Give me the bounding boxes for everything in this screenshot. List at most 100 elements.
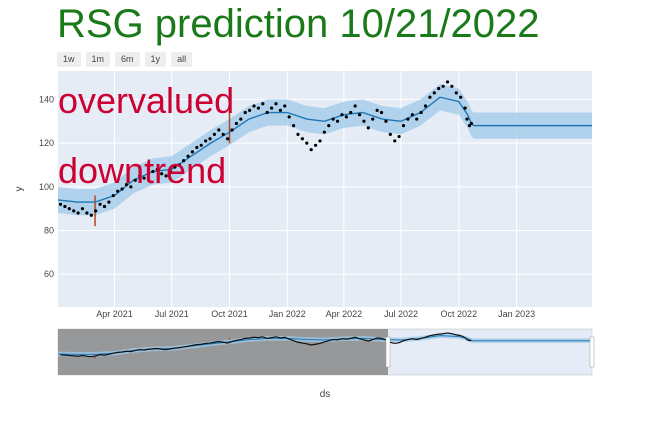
observed-point: [186, 154, 190, 158]
x-axis-label: ds: [320, 389, 331, 400]
observed-point: [467, 124, 472, 128]
observed-point: [85, 211, 89, 215]
observed-point: [410, 113, 414, 117]
observed-point: [450, 84, 454, 88]
observed-point: [173, 165, 177, 169]
observed-point: [419, 110, 423, 115]
observed-point: [274, 102, 278, 106]
observed-point: [63, 204, 67, 209]
x-tick-label: Jul 2022: [384, 309, 418, 319]
observed-point: [195, 145, 199, 150]
range-slider-right-handle[interactable]: [589, 336, 595, 368]
observed-point: [177, 163, 181, 167]
range-button-6m[interactable]: 6m: [115, 52, 140, 67]
observed-point: [261, 102, 265, 106]
observed-point: [437, 86, 441, 91]
y-tick-labels: 60 80 100 120 140: [39, 94, 54, 279]
observed-point: [204, 139, 208, 143]
x-tick-label: Oct 2022: [441, 309, 478, 319]
range-slider-left-handle[interactable]: [385, 336, 391, 368]
observed-point: [349, 110, 353, 115]
observed-point: [454, 91, 458, 95]
observed-points: [58, 80, 473, 217]
plot-background: [58, 71, 592, 307]
observed-point: [146, 172, 151, 176]
observed-point: [243, 110, 247, 115]
observed-point: [80, 207, 85, 211]
grid-lines: [58, 71, 592, 307]
x-tick-label: Jan 2023: [498, 309, 535, 319]
observed-point: [375, 108, 379, 112]
observed-point: [124, 183, 129, 187]
observed-point: [234, 121, 239, 126]
observed-point: [116, 189, 120, 193]
observed-point: [256, 106, 261, 110]
y-axis-label: y: [14, 187, 25, 192]
observed-point: [296, 132, 300, 136]
observed-point: [129, 185, 133, 189]
observed-point: [309, 148, 313, 152]
observed-point: [151, 169, 155, 174]
range-slider-background: [57, 328, 593, 376]
observed-point: [67, 207, 71, 211]
observed-point: [164, 174, 168, 178]
observed-point: [445, 80, 450, 84]
range-slider-shade: [58, 329, 388, 375]
observed-point: [397, 134, 401, 139]
observed-point: [415, 117, 419, 121]
observed-point: [212, 132, 217, 136]
observed-point: [318, 139, 322, 143]
observed-point: [305, 141, 309, 145]
slider-band-area: [58, 333, 592, 357]
observed-point: [72, 209, 76, 213]
observed-point: [120, 187, 124, 191]
observed-point: [252, 104, 256, 108]
observed-point: [248, 108, 252, 112]
observed-point: [111, 193, 115, 198]
y-tick-label: 60: [44, 269, 54, 279]
observed-point: [58, 202, 63, 206]
observed-point: [322, 130, 326, 134]
observed-point: [291, 124, 296, 128]
range-button-all[interactable]: all: [171, 52, 193, 67]
x-tick-label: Oct 2021: [211, 309, 248, 319]
y-tick-label: 140: [39, 94, 54, 104]
observed-point: [331, 117, 335, 121]
observed-point: [221, 132, 225, 136]
observed-point: [432, 91, 436, 95]
uncertainty-band: [58, 84, 592, 216]
observed-point: [300, 137, 304, 141]
y-tick-label: 80: [44, 226, 54, 236]
observed-point: [283, 104, 287, 108]
observed-point: [406, 117, 410, 121]
observed-point: [89, 213, 93, 217]
observed-point: [287, 115, 291, 119]
slider-forecast-line: [57, 335, 592, 355]
observed-point: [469, 121, 473, 126]
observed-point: [102, 204, 107, 209]
observed-point: [327, 124, 331, 128]
observed-point: [459, 95, 463, 99]
x-tick-label: Apr 2021: [96, 309, 133, 319]
range-button-1m[interactable]: 1m: [85, 52, 111, 67]
range-slider-line: [57, 332, 592, 358]
chart-title: RSG prediction 10/21/2022: [57, 2, 540, 46]
observed-point: [133, 178, 137, 182]
range-button-1w[interactable]: 1w: [57, 52, 81, 67]
observed-point: [463, 106, 467, 110]
range-slider[interactable]: [57, 328, 595, 376]
observed-point: [107, 200, 111, 204]
observed-point: [357, 113, 362, 117]
observed-point: [278, 108, 282, 112]
x-tick-label: Jul 2021: [155, 309, 189, 319]
x-tick-label: Apr 2022: [326, 309, 363, 319]
annotation-downtrend: downtrend: [58, 150, 226, 191]
observed-point: [239, 117, 243, 121]
observed-point: [340, 113, 344, 117]
observed-point: [428, 95, 432, 99]
observed-point: [344, 115, 348, 119]
observed-point: [98, 202, 102, 206]
observed-point: [142, 176, 146, 180]
range-button-1y[interactable]: 1y: [144, 52, 167, 67]
observed-point: [94, 209, 98, 213]
